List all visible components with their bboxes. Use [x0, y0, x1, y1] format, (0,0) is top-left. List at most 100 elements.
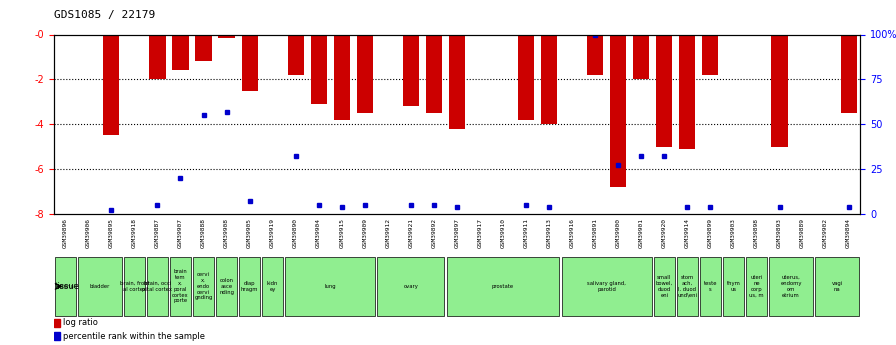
Text: GSM39892: GSM39892 [431, 218, 436, 248]
Text: ovary: ovary [403, 284, 418, 289]
Text: uteri
ne
corp
us, m: uteri ne corp us, m [749, 275, 763, 297]
Bar [449, 34, 465, 129]
Text: GSM39915: GSM39915 [340, 218, 344, 248]
Text: GSM39897: GSM39897 [454, 218, 460, 248]
FancyBboxPatch shape [815, 257, 859, 316]
Text: tissue: tissue [55, 282, 80, 291]
FancyBboxPatch shape [147, 257, 168, 316]
FancyBboxPatch shape [654, 257, 675, 316]
Bar [357, 34, 373, 113]
Bar [172, 34, 188, 70]
Text: GSM39900: GSM39900 [616, 218, 621, 248]
Text: GSM39909: GSM39909 [362, 218, 367, 248]
FancyBboxPatch shape [78, 257, 122, 316]
Text: prostate: prostate [492, 284, 514, 289]
Bar [103, 34, 119, 136]
Text: GSM39906: GSM39906 [86, 218, 90, 248]
Bar [195, 34, 211, 61]
Bar [633, 34, 650, 79]
Text: GSM39907: GSM39907 [178, 218, 183, 248]
Text: lung: lung [324, 284, 336, 289]
Text: GSM39921: GSM39921 [409, 218, 413, 248]
FancyBboxPatch shape [216, 257, 237, 316]
Bar [587, 34, 603, 75]
Bar [311, 34, 327, 104]
Text: kidn
ey: kidn ey [267, 281, 279, 292]
Text: GSM39905: GSM39905 [247, 218, 252, 248]
Text: GSM39890: GSM39890 [293, 218, 298, 248]
Text: brain
tem
x,
poral
cortex
porte: brain tem x, poral cortex porte [172, 269, 189, 303]
Text: GSM39887: GSM39887 [155, 218, 160, 248]
Text: GSM39910: GSM39910 [501, 218, 505, 248]
Text: GSM39893: GSM39893 [777, 218, 782, 248]
Bar [656, 34, 672, 147]
Text: percentile rank within the sample: percentile rank within the sample [63, 332, 204, 341]
Bar [610, 34, 626, 187]
Bar [242, 34, 258, 90]
Bar [840, 34, 857, 113]
Bar [518, 34, 534, 120]
Text: GSM39896: GSM39896 [63, 218, 68, 248]
Text: GSM39911: GSM39911 [523, 218, 529, 248]
Text: vagi
na: vagi na [831, 281, 843, 292]
Text: colon
asce
nding: colon asce nding [219, 278, 234, 295]
FancyBboxPatch shape [700, 257, 720, 316]
Text: log ratio: log ratio [63, 318, 98, 327]
Text: GSM39903: GSM39903 [731, 218, 736, 248]
Text: GDS1085 / 22179: GDS1085 / 22179 [54, 10, 155, 20]
Text: diap
hragm: diap hragm [241, 281, 258, 292]
Bar [333, 34, 349, 120]
Bar [679, 34, 695, 149]
Bar [288, 34, 304, 75]
Text: GSM39902: GSM39902 [823, 218, 828, 248]
FancyBboxPatch shape [263, 257, 283, 316]
Text: thym
us: thym us [727, 281, 740, 292]
Text: small
bowel,
duod
eni: small bowel, duod eni [656, 275, 673, 297]
FancyBboxPatch shape [170, 257, 191, 316]
Bar [54, 319, 61, 327]
Text: uterus,
endomy
om
etrium: uterus, endomy om etrium [780, 275, 802, 297]
Text: GSM39888: GSM39888 [201, 218, 206, 248]
Bar [702, 34, 719, 75]
Bar [150, 34, 166, 79]
Text: cervi
x,
endo
cervi
gnding: cervi x, endo cervi gnding [194, 272, 212, 300]
Text: teste
s: teste s [703, 281, 717, 292]
Text: GSM39912: GSM39912 [385, 218, 391, 248]
Bar [771, 34, 788, 147]
Text: GSM39918: GSM39918 [132, 218, 137, 248]
Bar [219, 34, 235, 38]
FancyBboxPatch shape [677, 257, 698, 316]
FancyBboxPatch shape [377, 257, 444, 316]
Text: GSM39901: GSM39901 [639, 218, 644, 248]
Text: GSM39891: GSM39891 [592, 218, 598, 248]
Text: adrenal: adrenal [56, 284, 75, 289]
FancyBboxPatch shape [124, 257, 145, 316]
Bar [54, 332, 61, 340]
FancyBboxPatch shape [239, 257, 260, 316]
FancyBboxPatch shape [285, 257, 375, 316]
Text: GSM39898: GSM39898 [754, 218, 759, 248]
FancyBboxPatch shape [562, 257, 651, 316]
Text: GSM39913: GSM39913 [547, 218, 552, 248]
Text: GSM39889: GSM39889 [800, 218, 806, 248]
Bar [403, 34, 419, 106]
Text: GSM39904: GSM39904 [316, 218, 322, 248]
FancyBboxPatch shape [194, 257, 214, 316]
Text: GSM39917: GSM39917 [478, 218, 483, 248]
Text: brain, occi
pital cortex: brain, occi pital cortex [142, 281, 172, 292]
Text: GSM39919: GSM39919 [270, 218, 275, 248]
Text: GSM39895: GSM39895 [108, 218, 114, 248]
FancyBboxPatch shape [746, 257, 767, 316]
Bar [541, 34, 557, 124]
Text: bladder: bladder [90, 284, 110, 289]
Bar [426, 34, 442, 113]
FancyBboxPatch shape [446, 257, 559, 316]
Text: brain, front
al cortex: brain, front al cortex [119, 281, 150, 292]
Text: GSM39916: GSM39916 [570, 218, 574, 248]
Text: GSM39920: GSM39920 [662, 218, 667, 248]
FancyBboxPatch shape [55, 257, 75, 316]
Text: GSM39908: GSM39908 [224, 218, 229, 248]
FancyBboxPatch shape [769, 257, 813, 316]
Text: GSM39914: GSM39914 [685, 218, 690, 248]
Text: GSM39899: GSM39899 [708, 218, 713, 248]
